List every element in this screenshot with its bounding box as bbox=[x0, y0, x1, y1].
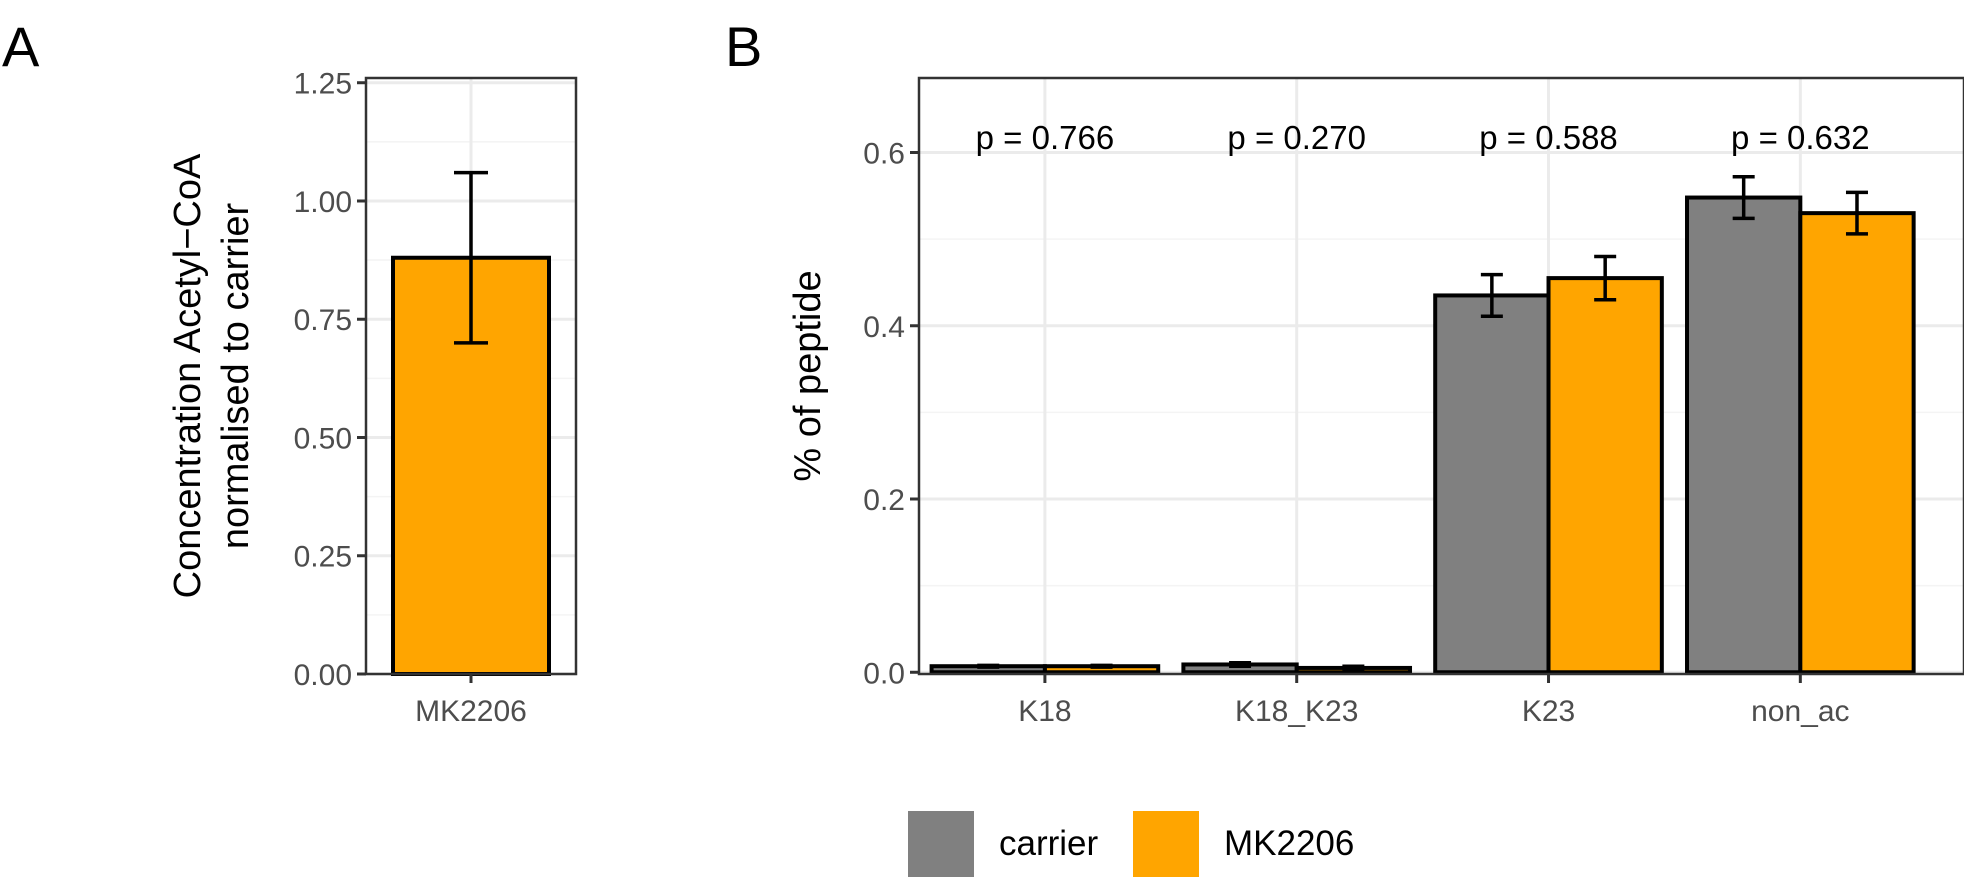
panel-b-label: B bbox=[725, 15, 762, 78]
x-tick-label: K18_K23 bbox=[1235, 695, 1358, 728]
panel-b-chart: 0.0 0.2 0.4 0.6 p = 0.766 p = 0.270 p = 0.588 p… bbox=[787, 76, 1964, 728]
p-value-annotation: p = 0.588 bbox=[1479, 119, 1618, 156]
plot-border bbox=[917, 76, 1964, 676]
legend-label-carrier: carrier bbox=[999, 824, 1099, 863]
legend: carrier MK2206 bbox=[908, 811, 1354, 877]
x-tick-label: MK2206 bbox=[415, 695, 527, 728]
x-tick-label: non_ac bbox=[1751, 695, 1849, 728]
y-tick-label: 0.0 bbox=[863, 657, 905, 690]
y-tick-label: 0.75 bbox=[294, 304, 352, 337]
y-axis-title: Concentration Acetyl−CoA normalised to ca… bbox=[167, 153, 257, 598]
y-tick-label: 1.25 bbox=[294, 68, 352, 101]
x-tick-label: K23 bbox=[1522, 695, 1575, 728]
legend-swatch-carrier bbox=[908, 811, 974, 877]
y-tick-label: 0.25 bbox=[294, 541, 352, 574]
x-tick-label: K18 bbox=[1018, 695, 1071, 728]
bar-mk2206-k23 bbox=[1546, 276, 1664, 675]
p-value-annotation: p = 0.632 bbox=[1731, 119, 1870, 156]
panel-a-chart: 0.00 0.25 0.50 0.75 1.00 1.25 MK2206 Concentrat… bbox=[167, 68, 578, 728]
y-tick-label: 0.4 bbox=[863, 311, 905, 344]
y-tick-label: 0.6 bbox=[863, 138, 905, 171]
p-value-annotation: p = 0.766 bbox=[976, 119, 1115, 156]
legend-swatch-mk2206 bbox=[1133, 811, 1199, 877]
y-tick-label: 0.50 bbox=[294, 422, 352, 455]
bar-mk2206-non_ac bbox=[1798, 211, 1916, 675]
legend-label-mk2206: MK2206 bbox=[1224, 824, 1354, 863]
y-axis-title: % of peptide bbox=[787, 270, 829, 481]
y-tick-label: 0.00 bbox=[294, 659, 352, 692]
y-axis-title-line-1: Concentration Acetyl−CoA bbox=[167, 153, 209, 598]
y-tick-label: 0.2 bbox=[863, 484, 905, 517]
y-tick-label: 1.00 bbox=[294, 186, 352, 219]
bar-carrier-non_ac bbox=[1685, 195, 1803, 675]
panel-a-label: A bbox=[2, 15, 40, 78]
y-axis-title-line-2: normalised to carrier bbox=[215, 202, 257, 549]
bar-carrier-k23 bbox=[1433, 293, 1551, 675]
plot-border bbox=[364, 76, 578, 676]
p-value-annotation: p = 0.270 bbox=[1227, 119, 1366, 156]
